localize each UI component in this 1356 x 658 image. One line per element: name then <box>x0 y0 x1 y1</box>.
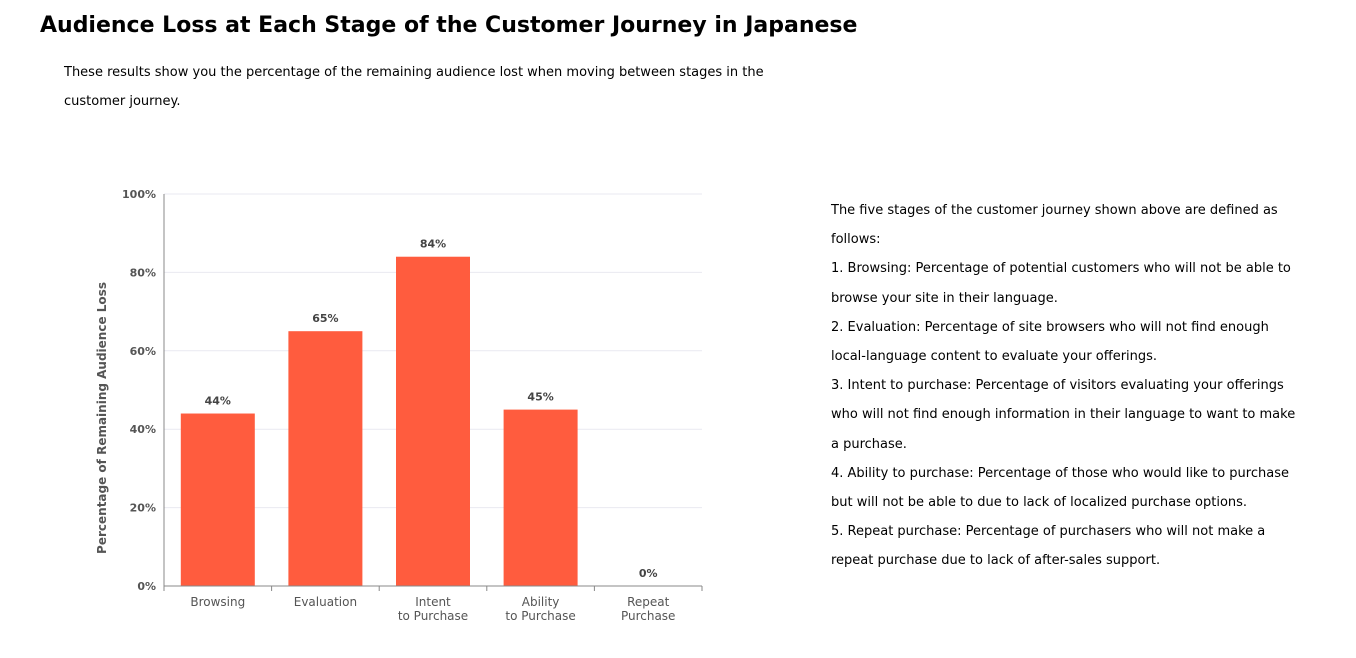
definition-ability-to-purchase: 4. Ability to purchase: Percentage of th… <box>831 465 1289 511</box>
data-label: 44% <box>205 395 231 408</box>
definition-intent-to-purchase: 3. Intent to purchase: Percentage of vis… <box>831 378 1296 452</box>
x-tick-label: Evaluation <box>294 595 357 609</box>
chart-axes <box>163 194 703 591</box>
x-tick-label-line: Purchase <box>621 609 676 623</box>
definitions-heading: The five stages of the customer journey … <box>831 203 1278 248</box>
data-label: 45% <box>527 391 553 404</box>
x-tick-label: Browsing <box>190 595 245 609</box>
data-label: 84% <box>420 238 446 251</box>
intro-text: These results show you the percentage of… <box>64 65 764 109</box>
x-tick-label-line: Browsing <box>190 595 245 609</box>
chart-labels: 0% 20% 40% 60% 80% 100% 44% Browsing 65% Evaluati… <box>95 188 675 623</box>
x-tick-label: Repeat Purchase <box>621 595 676 623</box>
definition-browsing: 1. Browsing: Percentage of potential cus… <box>831 261 1291 306</box>
x-tick-label-line: to Purchase <box>505 609 575 623</box>
y-tick-label: 60% <box>130 345 156 358</box>
chart-bars <box>180 256 578 586</box>
bar <box>396 256 470 586</box>
y-tick-label: 0% <box>137 580 156 593</box>
x-tick-label-line: Intent <box>415 595 451 609</box>
y-tick-label: 20% <box>130 502 156 515</box>
bar-chart: 0% 20% 40% 60% 80% 100% 44% Browsing 65% Evaluati… <box>95 188 703 623</box>
y-tick-label: 40% <box>130 423 156 436</box>
y-tick-label: 80% <box>130 266 156 279</box>
page-title: Audience Loss at Each Stage of the Custo… <box>40 13 858 38</box>
stage-definitions: The five stages of the customer journey … <box>831 196 1301 576</box>
data-label: 65% <box>312 312 338 325</box>
data-label: 0% <box>639 567 658 580</box>
x-tick-label-line: Repeat <box>627 595 670 609</box>
y-tick-label: 100% <box>122 188 156 201</box>
bar <box>503 409 578 586</box>
definition-repeat-purchase: 5. Repeat purchase: Percentage of purcha… <box>831 524 1266 569</box>
bar <box>180 413 255 586</box>
x-tick-label-line: Evaluation <box>294 595 357 609</box>
x-tick-label: Ability to Purchase <box>505 595 575 623</box>
definition-evaluation: 2. Evaluation: Percentage of site browse… <box>831 319 1269 365</box>
bar <box>288 331 363 586</box>
y-axis-title: Percentage of Remaining Audience Loss <box>95 282 109 554</box>
x-tick-label-line: Ability <box>522 595 560 609</box>
x-tick-label: Intent to Purchase <box>398 595 468 623</box>
x-tick-label-line: to Purchase <box>398 609 468 623</box>
